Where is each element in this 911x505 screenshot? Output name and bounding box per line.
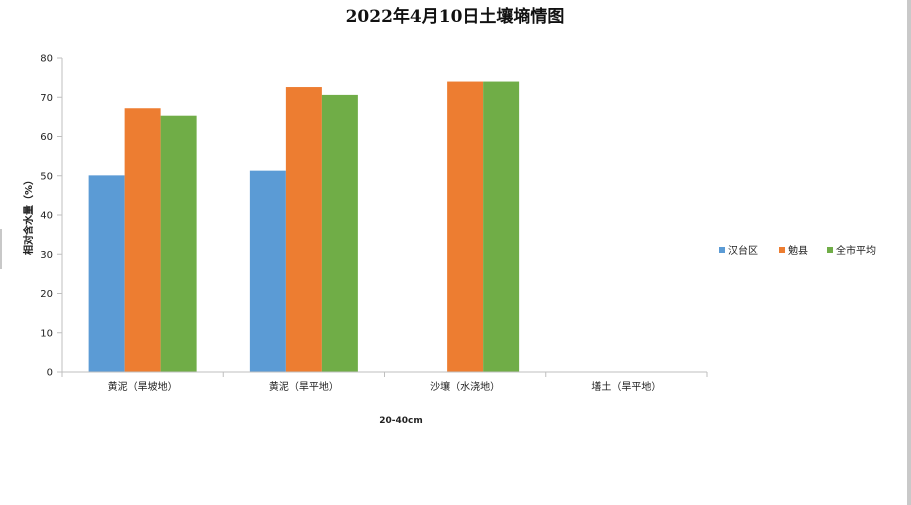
y-tick-label: 80 bbox=[40, 54, 53, 65]
legend-swatch bbox=[779, 247, 785, 253]
legend: 汉台区 勉县 全市平均 bbox=[719, 244, 876, 257]
bar bbox=[124, 108, 161, 373]
y-axis-label: 相对含水量（%） bbox=[22, 175, 35, 255]
y-tick-label: 60 bbox=[40, 132, 53, 143]
legend-label: 全市平均 bbox=[836, 244, 876, 257]
y-tick-label: 40 bbox=[40, 211, 53, 222]
x-axis-label: 20-40cm bbox=[379, 416, 423, 426]
bar bbox=[321, 94, 358, 373]
scrollbar-track[interactable] bbox=[907, 0, 911, 505]
legend-swatch bbox=[719, 247, 725, 253]
y-tick-label: 0 bbox=[47, 368, 53, 379]
y-tick-label: 30 bbox=[40, 250, 53, 261]
window-edge-left bbox=[0, 229, 2, 269]
x-category-label: 黄泥（旱平地） bbox=[269, 380, 339, 393]
axes bbox=[61, 58, 708, 377]
bar bbox=[285, 87, 322, 373]
bars bbox=[88, 81, 520, 373]
legend-label: 汉台区 bbox=[728, 244, 758, 257]
bar bbox=[160, 115, 197, 372]
chart-title: 2022年4月10日土壤墒情图 bbox=[346, 6, 565, 27]
y-tick-label: 20 bbox=[40, 289, 53, 300]
bar bbox=[447, 81, 484, 373]
y-axis-ticks: 0 10 20 30 40 50 60 70 80 bbox=[40, 54, 62, 379]
legend-label: 勉县 bbox=[788, 244, 808, 257]
bar bbox=[88, 175, 125, 372]
y-tick-label: 70 bbox=[40, 93, 53, 104]
x-axis-categories: 黄泥（旱坡地） 黄泥（旱平地） 沙壤（水浇地） 墡土（旱平地） bbox=[108, 380, 662, 393]
y-tick-label: 50 bbox=[40, 171, 53, 182]
bar bbox=[249, 170, 286, 372]
x-category-label: 沙壤（水浇地） bbox=[430, 380, 500, 393]
bar bbox=[483, 81, 520, 373]
x-category-label: 黄泥（旱坡地） bbox=[108, 380, 178, 393]
legend-swatch bbox=[827, 247, 833, 253]
x-category-label: 墡土（旱平地） bbox=[591, 380, 661, 393]
y-tick-label: 10 bbox=[40, 328, 53, 339]
